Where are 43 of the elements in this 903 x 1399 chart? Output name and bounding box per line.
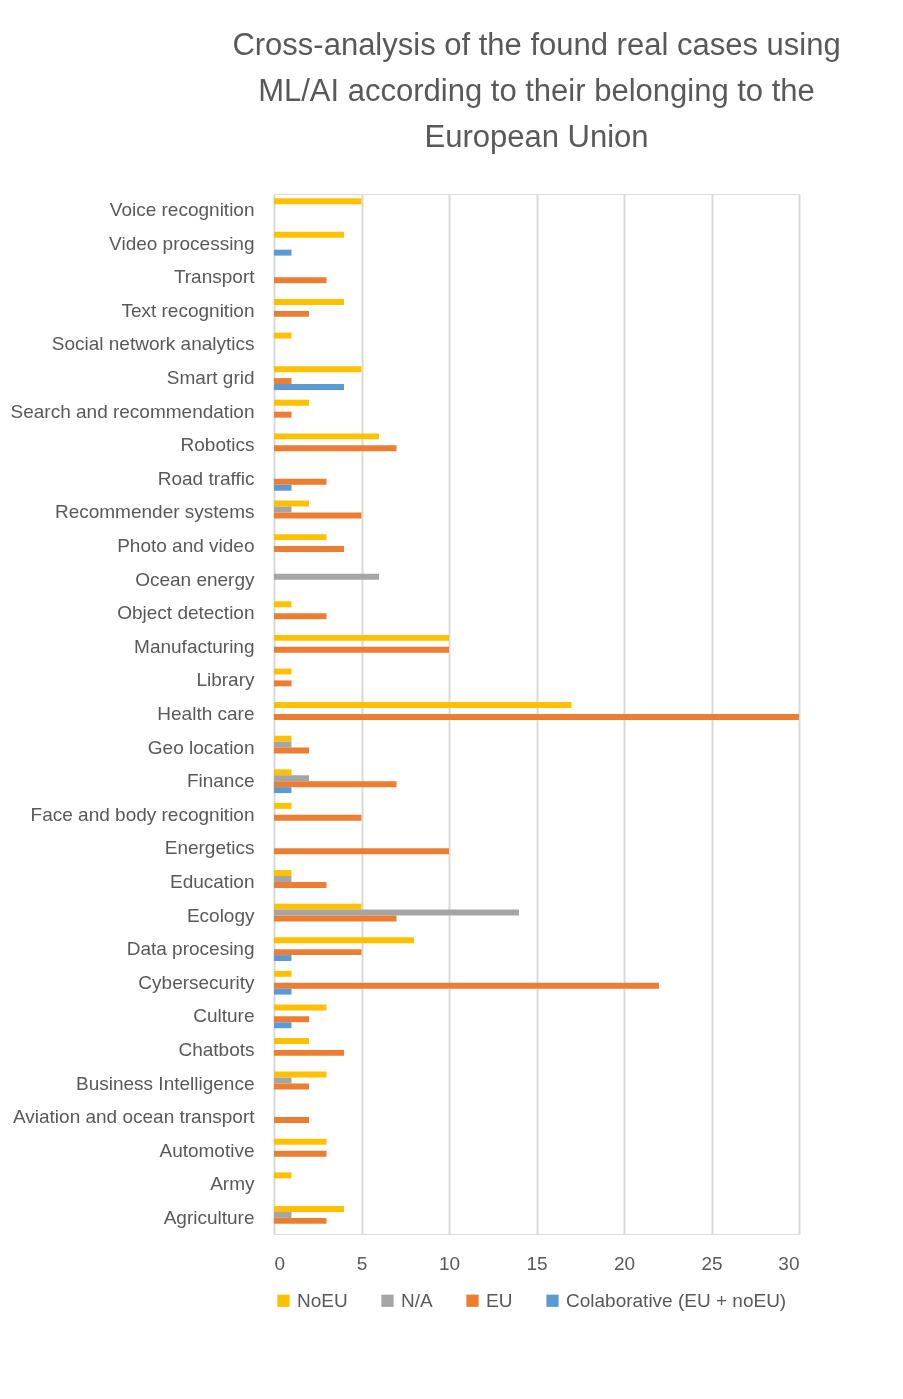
- legend-label: Colaborative (EU + noEU): [566, 1289, 787, 1311]
- y-tick-label: Photo and video: [117, 535, 255, 557]
- y-tick-label: Video processing: [109, 232, 255, 254]
- y-tick-label: Recommender systems: [54, 501, 255, 523]
- y-tick-label: Social network analytics: [51, 333, 255, 355]
- legend-label: N/A: [401, 1289, 433, 1311]
- y-tick-label: Object detection: [117, 602, 255, 624]
- y-tick-label: Smart grid: [166, 367, 255, 389]
- y-tick-label: Ocean energy: [135, 568, 255, 590]
- chart-title: Cross-analysis of the found real cases using ML/AI according to their belonging to the European Union: [232, 27, 841, 154]
- y-tick-label: Army: [210, 1173, 255, 1195]
- y-tick-label: Culture: [193, 1005, 255, 1027]
- x-tick-label: 25: [701, 1252, 723, 1274]
- y-tick-label: Energetics: [164, 837, 255, 859]
- y-tick-label: Voice recognition: [109, 199, 255, 221]
- legend-label: EU: [486, 1289, 513, 1311]
- y-tick-label: Geo location: [147, 736, 255, 758]
- y-tick-label: Business Intelligence: [76, 1072, 255, 1094]
- y-tick-label: Agriculture: [163, 1206, 255, 1228]
- y-tick-label: Ecology: [186, 904, 255, 926]
- x-tick-label: 30: [778, 1252, 800, 1274]
- x-tick-label: 15: [526, 1252, 548, 1274]
- y-tick-label: Manufacturing: [134, 635, 255, 657]
- legend-label: NoEU: [297, 1289, 348, 1311]
- y-tick-label: Search and recommendation: [10, 400, 255, 422]
- y-tick-label: Health care: [157, 703, 255, 724]
- y-tick-label: Chatbots: [178, 1038, 255, 1060]
- y-tick-label: Text recognition: [121, 299, 255, 321]
- y-tick-label: Robotics: [180, 434, 255, 456]
- y-tick-label: Data procesing: [126, 938, 255, 960]
- y-tick-label: Aviation and ocean transport: [12, 1106, 256, 1128]
- y-tick-label: Cybersecurity: [138, 971, 255, 993]
- y-tick-label: Road traffic: [157, 467, 255, 489]
- x-tick-label: 5: [356, 1252, 368, 1274]
- y-tick-label: Transport: [173, 266, 256, 288]
- y-tick-label: Library: [196, 669, 255, 691]
- y-tick-label: Finance: [186, 770, 255, 792]
- y-tick-label: Education: [169, 870, 255, 892]
- y-tick-label: Automotive: [159, 1139, 255, 1161]
- x-tick-label: 10: [438, 1252, 461, 1274]
- x-tick-label: 0: [274, 1252, 286, 1274]
- y-tick-label: Face and body recognition: [30, 803, 255, 825]
- x-tick-label: 20: [613, 1252, 636, 1274]
